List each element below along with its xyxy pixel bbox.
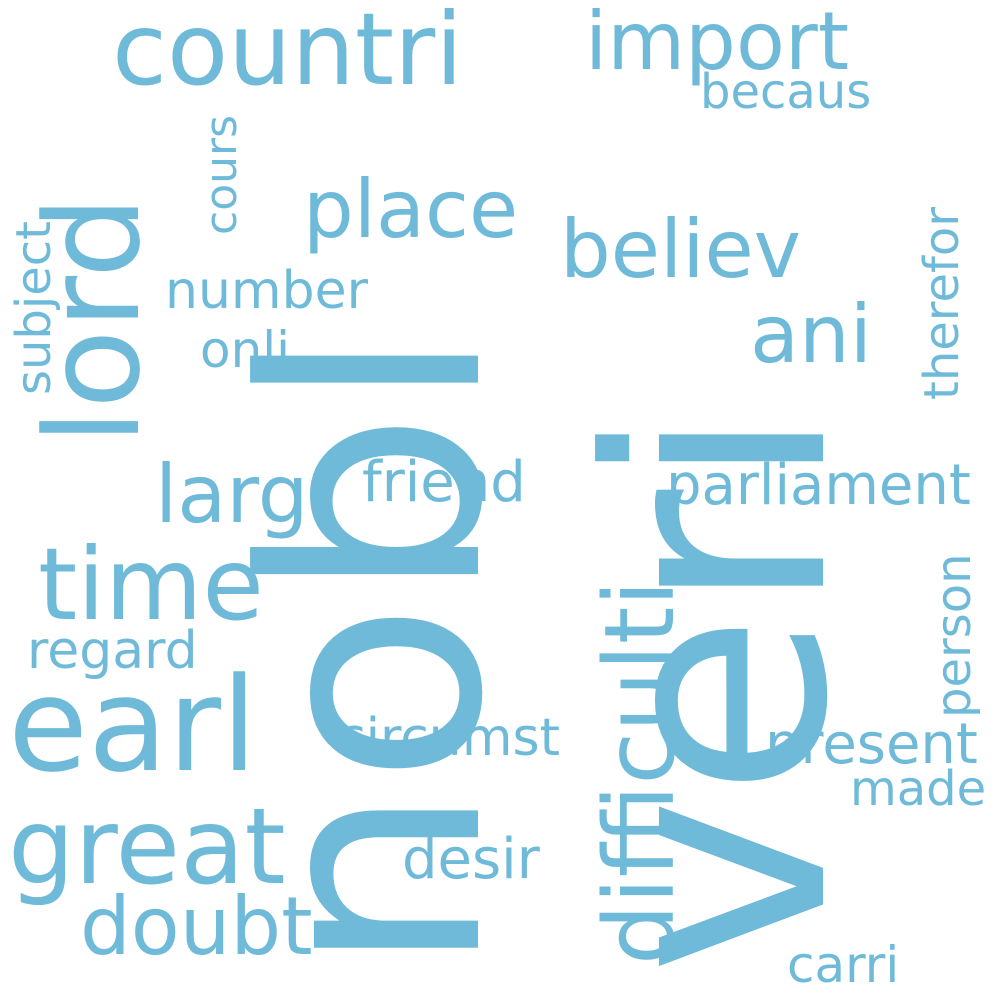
word-present: present bbox=[765, 712, 978, 777]
word-import: import bbox=[585, 0, 850, 88]
word-countri: countri bbox=[112, 0, 464, 108]
word-time: time bbox=[38, 526, 264, 643]
word-believ: believ bbox=[560, 203, 802, 296]
word-ani: ani bbox=[750, 288, 872, 381]
word-place: place bbox=[303, 163, 519, 256]
word-carri: carri bbox=[787, 936, 900, 994]
word-cours: cours bbox=[196, 114, 247, 235]
word-friend: friend bbox=[362, 450, 526, 515]
word-earl: earl bbox=[8, 649, 258, 801]
word-regard: regard bbox=[27, 621, 198, 681]
word-desir: desir bbox=[402, 827, 540, 892]
word-number: number bbox=[165, 261, 368, 321]
word-onli: onli bbox=[200, 321, 291, 379]
word-great: great bbox=[8, 786, 286, 908]
word-person: person bbox=[926, 553, 982, 718]
word-larg: larg bbox=[155, 448, 309, 541]
word-difficulti: difficulti bbox=[584, 579, 696, 965]
word-subject: subject bbox=[6, 221, 62, 395]
word-becaus: becaus bbox=[700, 64, 872, 120]
word-circumst: circumst bbox=[337, 708, 560, 768]
word-therefor: therefor bbox=[914, 207, 970, 400]
word-made: made bbox=[850, 761, 987, 817]
word-doubt: doubt bbox=[80, 880, 313, 973]
word-parliament: parliament bbox=[666, 453, 971, 518]
